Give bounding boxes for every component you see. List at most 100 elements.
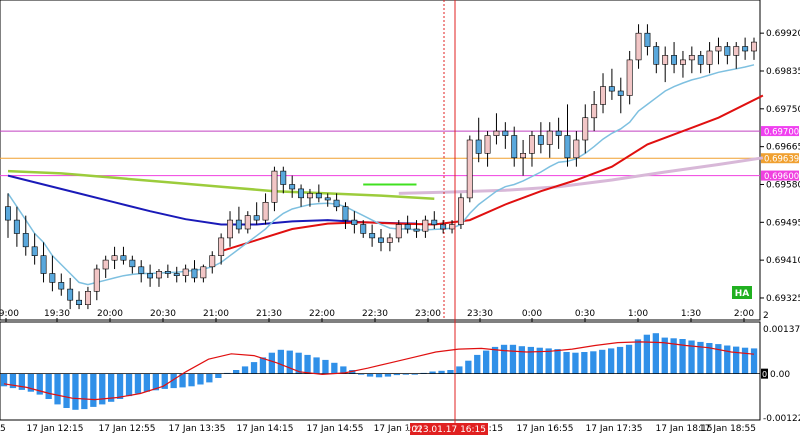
candle-body [253, 215, 260, 221]
candle[interactable] [395, 220, 402, 243]
signal-line [3, 341, 755, 401]
candle[interactable] [422, 215, 429, 238]
candle[interactable] [386, 233, 393, 252]
candle[interactable] [750, 37, 757, 60]
candle[interactable] [209, 251, 216, 274]
candle[interactable] [333, 193, 340, 212]
candle[interactable] [679, 50, 686, 78]
candle[interactable] [120, 246, 127, 265]
candle[interactable] [182, 264, 189, 283]
candle[interactable] [218, 233, 225, 265]
oscillator-panel[interactable] [0, 321, 761, 421]
candle[interactable] [564, 104, 571, 167]
candle[interactable] [377, 228, 384, 252]
macd-bar [447, 370, 454, 374]
candle[interactable] [111, 246, 118, 270]
candle[interactable] [591, 91, 598, 132]
candle-body [147, 273, 153, 279]
candle[interactable] [200, 264, 207, 283]
candle[interactable] [289, 175, 296, 198]
candle[interactable] [13, 206, 20, 247]
candle[interactable] [697, 50, 704, 74]
candle-body [324, 197, 331, 201]
candle[interactable] [129, 255, 136, 274]
candle[interactable] [724, 42, 731, 65]
candle[interactable] [58, 273, 65, 296]
candle[interactable] [271, 166, 278, 212]
candle-body [511, 135, 518, 159]
candle[interactable] [528, 131, 535, 167]
candle[interactable] [520, 139, 527, 176]
candle[interactable] [626, 50, 633, 105]
candle[interactable] [511, 126, 518, 167]
candle[interactable] [457, 193, 464, 229]
candle[interactable] [537, 122, 544, 154]
candle[interactable] [147, 264, 153, 287]
candle[interactable] [600, 73, 607, 114]
candle[interactable] [742, 37, 749, 60]
candle[interactable] [413, 220, 420, 238]
candle[interactable] [164, 264, 171, 278]
candle-body [93, 268, 100, 292]
candle[interactable] [324, 193, 331, 207]
candle[interactable] [466, 135, 473, 203]
candle-body [449, 224, 455, 230]
candle[interactable] [85, 286, 91, 310]
candle[interactable] [173, 266, 180, 283]
candle[interactable] [733, 42, 740, 69]
candle[interactable] [671, 42, 678, 74]
candle[interactable] [573, 131, 580, 167]
candle[interactable] [235, 206, 242, 234]
candle[interactable] [156, 269, 162, 287]
candle[interactable] [253, 202, 260, 225]
candle[interactable] [22, 215, 29, 256]
candle[interactable] [262, 193, 269, 225]
candle[interactable] [93, 264, 100, 301]
candle[interactable] [49, 255, 56, 292]
osc-top-label: 0.001376 [763, 325, 800, 335]
candle[interactable] [431, 211, 438, 229]
candle[interactable] [298, 184, 304, 207]
candle[interactable] [191, 260, 198, 283]
candle[interactable] [493, 113, 500, 145]
candle[interactable] [306, 188, 313, 207]
candle[interactable] [706, 42, 713, 74]
candle[interactable] [484, 131, 491, 167]
ema-fast-line [7, 64, 755, 286]
candle[interactable] [102, 255, 109, 278]
candle[interactable] [440, 220, 447, 234]
candle[interactable] [582, 104, 589, 154]
candle[interactable] [662, 46, 669, 83]
candle[interactable] [40, 242, 47, 283]
candle[interactable] [404, 215, 411, 234]
candle[interactable] [555, 117, 562, 149]
candle[interactable] [715, 37, 722, 65]
candle[interactable] [244, 211, 251, 234]
candle-body [564, 135, 571, 159]
candle[interactable] [369, 224, 376, 247]
time-label: 20:30 [150, 309, 176, 319]
candle[interactable] [315, 184, 322, 203]
price-panel[interactable] [0, 0, 761, 321]
candle[interactable] [608, 68, 615, 100]
candle[interactable] [360, 220, 367, 238]
candle[interactable] [546, 122, 553, 158]
candle[interactable] [31, 233, 38, 265]
candle[interactable] [280, 166, 287, 194]
candle[interactable] [5, 193, 11, 238]
candle[interactable] [688, 46, 695, 74]
candle[interactable] [67, 277, 74, 310]
candle[interactable] [227, 211, 233, 247]
candle[interactable] [617, 77, 624, 114]
candle[interactable] [351, 211, 358, 234]
candle[interactable] [644, 24, 651, 56]
candle[interactable] [475, 117, 482, 163]
candle[interactable] [138, 260, 145, 283]
candle[interactable] [653, 42, 660, 74]
candle[interactable] [342, 202, 349, 229]
candle[interactable] [76, 291, 83, 310]
candle[interactable] [502, 122, 509, 149]
candle[interactable] [635, 24, 642, 69]
macd-bar [9, 373, 17, 389]
